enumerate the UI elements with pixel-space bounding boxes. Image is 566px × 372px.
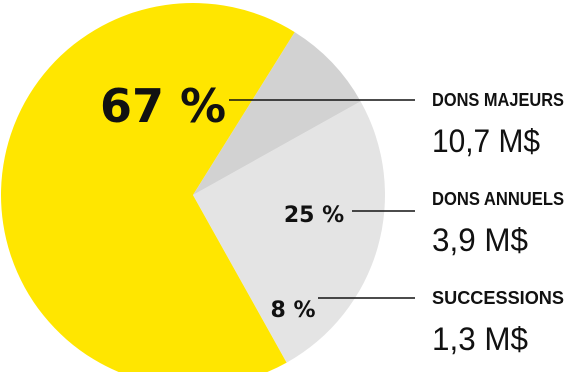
category-label-dons-annuels: DONS ANNUELS: [432, 189, 564, 209]
pie-slice-successions: [193, 32, 361, 195]
percent-label-successions: 8 %: [270, 298, 315, 323]
category-label-successions: SUCCESSIONS: [432, 288, 564, 308]
category-label-dons-majeurs: DONS MAJEURS: [432, 90, 564, 110]
percent-label-dons-annuels: 25 %: [284, 203, 344, 228]
amount-label-dons-annuels: 3,9 M$: [432, 222, 528, 258]
percent-label-dons-majeurs: 67 %: [100, 79, 226, 133]
pie-slice-dons-majeurs: [1, 3, 295, 372]
amount-label-dons-majeurs: 10,7 M$: [432, 123, 540, 159]
amount-label-successions: 1,3 M$: [432, 321, 528, 357]
pie-slices: [1, 3, 385, 372]
slice-annotations: 67 % DONS MAJEURS 10,7 M$ 25 % DONS ANNUELS 3…: [100, 79, 564, 357]
pie-slice-dons-annuels: [193, 101, 385, 363]
